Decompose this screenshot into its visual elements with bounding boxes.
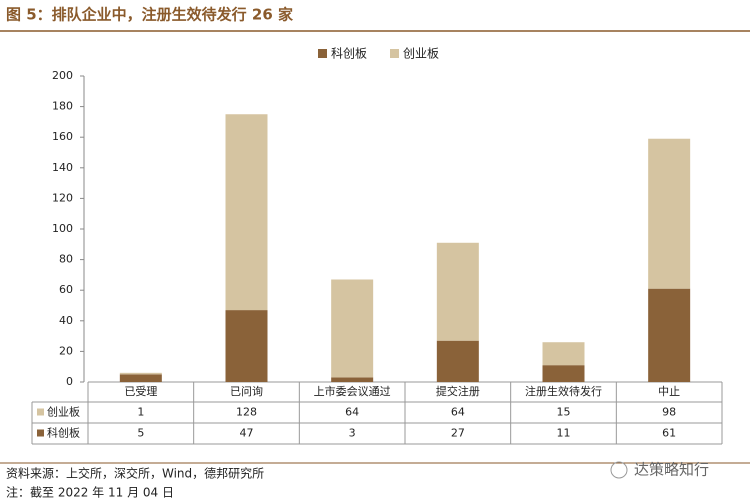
bar-segment — [331, 377, 374, 382]
bar-segment — [436, 242, 479, 341]
table-value: 1 — [137, 406, 144, 419]
y-tick-label: 80 — [59, 253, 73, 266]
y-tick-label: 100 — [52, 222, 73, 235]
bar-segment — [225, 310, 268, 382]
bar-segment — [331, 279, 374, 378]
y-tick-label: 60 — [59, 283, 73, 296]
table-value: 5 — [137, 427, 144, 440]
y-tick-label: 0 — [66, 375, 73, 388]
table-value: 27 — [451, 427, 465, 440]
legend-swatch — [37, 408, 44, 416]
x-tick-label: 提交注册 — [436, 384, 480, 398]
bar-segment — [225, 114, 268, 311]
bar-segment — [648, 288, 691, 382]
table-value: 3 — [349, 427, 356, 440]
x-tick-label: 上市委会议通过 — [314, 384, 391, 398]
source: 资料来源：上交所，深交所，Wind，德邦研究所 — [6, 466, 264, 481]
legend-swatch — [390, 49, 399, 58]
y-tick-label: 20 — [59, 344, 73, 357]
table-value: 61 — [662, 427, 676, 440]
note: 注：截至 2022 年 11 月 04 日 — [6, 485, 174, 500]
table-value: 64 — [345, 406, 359, 419]
bar-segment — [119, 374, 162, 382]
legend-label: 科创板 — [331, 47, 367, 61]
legend-swatch — [318, 49, 327, 58]
row-label: 科创板 — [47, 426, 80, 440]
bar-segment — [542, 342, 585, 366]
x-tick-label: 注册生效待发行 — [525, 384, 602, 398]
table-value: 64 — [451, 406, 465, 419]
table-value: 11 — [557, 427, 571, 440]
y-tick-label: 200 — [52, 69, 73, 82]
table-value: 98 — [662, 406, 676, 419]
row-label: 创业板 — [47, 405, 80, 419]
bar-segment — [542, 365, 585, 382]
legend-label: 创业板 — [403, 47, 439, 61]
bar-segment — [648, 138, 691, 289]
chart-title: 图 5：排队企业中，注册生效待发行 26 家 — [6, 6, 293, 24]
y-tick-label: 40 — [59, 314, 73, 327]
table-value: 15 — [557, 406, 571, 419]
y-tick-label: 180 — [52, 100, 73, 113]
bar-segment — [119, 372, 162, 375]
watermark-icon — [610, 461, 628, 479]
x-tick-label: 已问询 — [230, 385, 263, 398]
x-tick-label: 已受理 — [124, 385, 157, 398]
table-value: 47 — [240, 427, 254, 440]
legend-swatch — [37, 429, 44, 437]
y-tick-label: 120 — [52, 191, 73, 204]
bar-segment — [436, 340, 479, 382]
y-tick-label: 140 — [52, 161, 73, 174]
watermark: 达策略知行 — [634, 461, 709, 479]
table-value: 128 — [236, 406, 257, 419]
x-tick-label: 中止 — [658, 385, 680, 398]
y-tick-label: 160 — [52, 130, 73, 143]
